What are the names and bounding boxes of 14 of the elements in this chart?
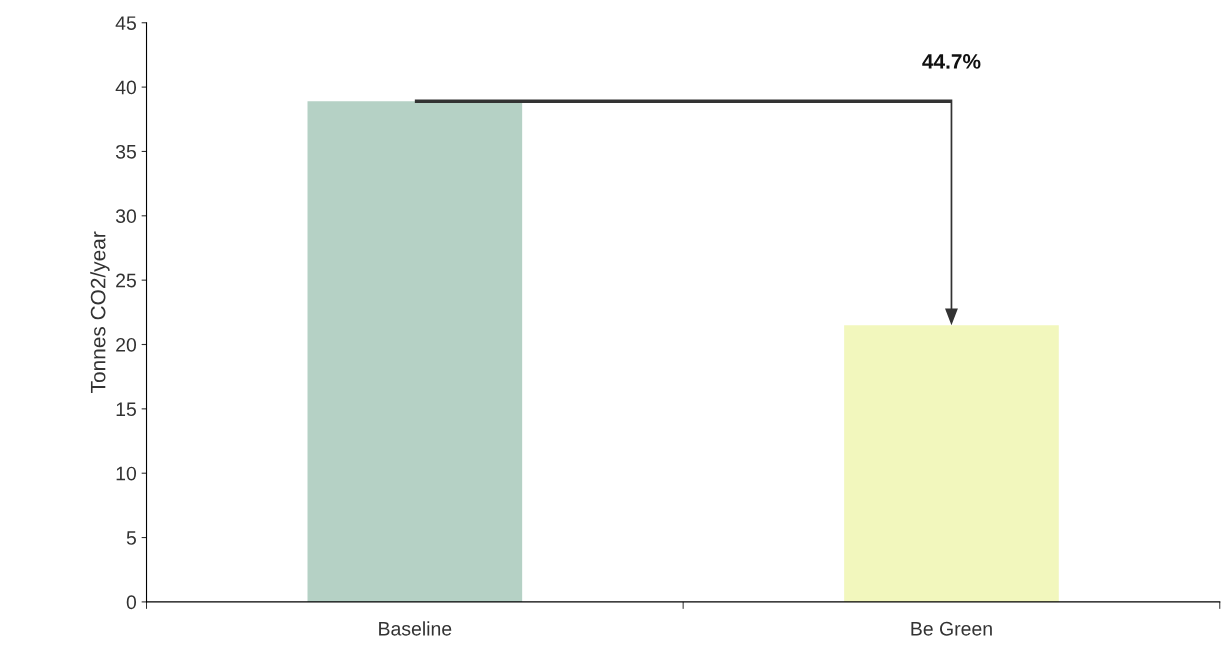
x-tick-label: Be Green (911, 621, 992, 636)
y-tick-label: 35 (115, 144, 136, 159)
y-tick-label: 0 (126, 595, 137, 610)
y-tick-label: 45 (115, 16, 136, 30)
y-tick-label: 30 (115, 209, 137, 224)
y-axis-title: Tonnes CO2/year (90, 231, 110, 393)
y-tick-label: 15 (116, 402, 136, 417)
y-tick-label: 40 (115, 80, 137, 95)
annotation: 44.7% (922, 54, 981, 69)
y-tick-label: 5 (126, 531, 136, 545)
y-tick-label: 20 (116, 337, 137, 352)
y-tick-label: 25 (116, 273, 136, 288)
y-tick-label: 10 (116, 466, 137, 481)
x-tick-label: Baseline (379, 621, 452, 636)
